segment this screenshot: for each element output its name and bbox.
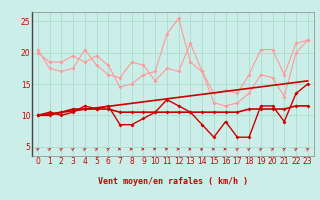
X-axis label: Vent moyen/en rafales ( km/h ): Vent moyen/en rafales ( km/h ) bbox=[98, 178, 248, 186]
